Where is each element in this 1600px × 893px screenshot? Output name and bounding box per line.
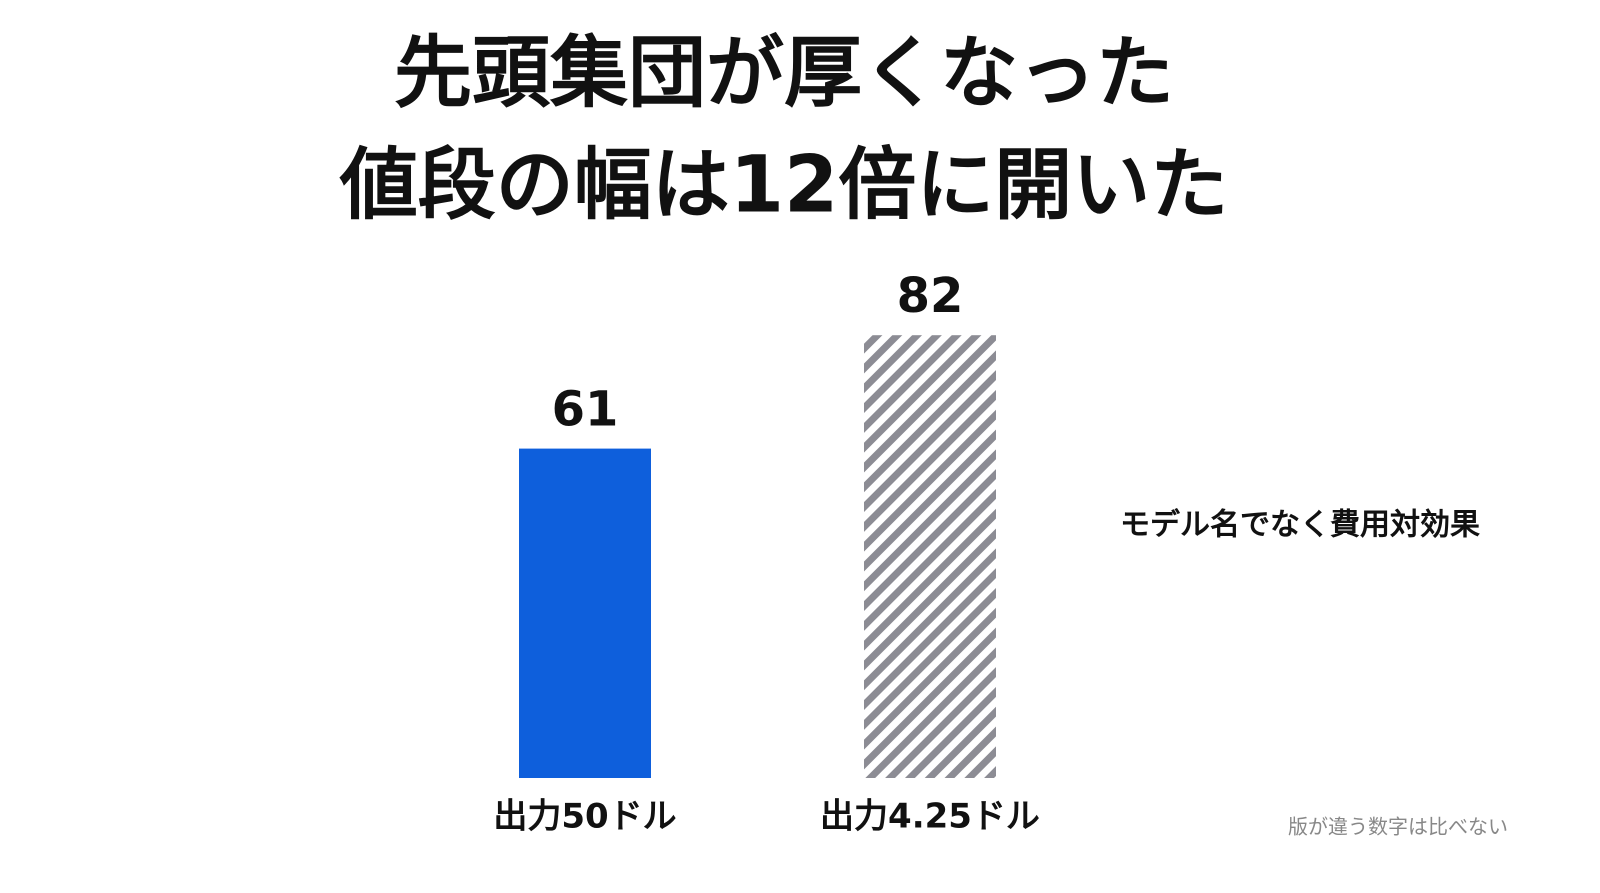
- value-label: 61: [552, 382, 619, 438]
- x-tick-label: 出力50ドル: [493, 797, 676, 837]
- footnote: 版が違う数字は比べない: [1288, 815, 1508, 839]
- chart-title: 値段の幅は12倍に開いた: [339, 140, 1229, 230]
- x-tick-label: 出力4.25ドル: [820, 797, 1040, 837]
- bar: [519, 448, 651, 778]
- chart-title: 先頭集団が厚くなった: [394, 28, 1174, 118]
- annotation: モデル名でなく費用対効果: [1120, 508, 1480, 543]
- value-label: 82: [897, 268, 964, 324]
- bar: [864, 335, 996, 778]
